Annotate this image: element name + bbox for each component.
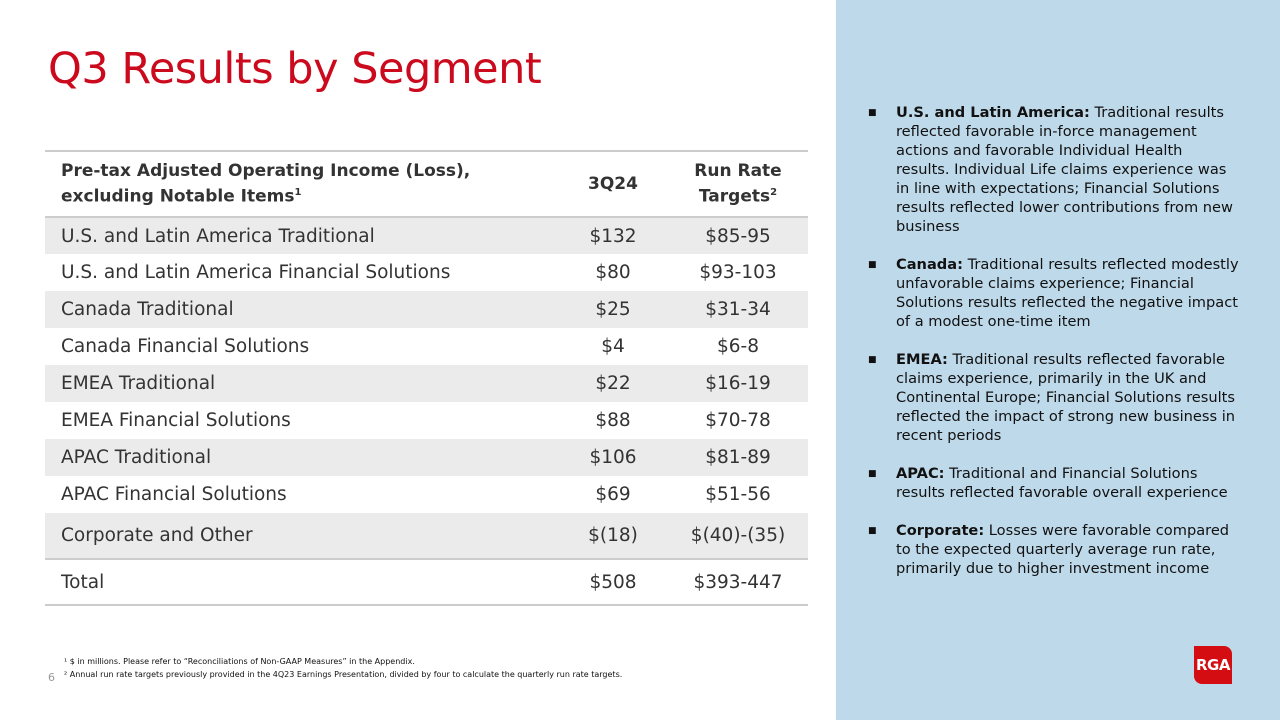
bullet-item: ■ APAC: Traditional and Financial Solutio… (868, 464, 1240, 502)
value-3q24: $80 (595, 262, 631, 283)
bullet-heading: U.S. and Latin America: (896, 104, 1090, 121)
page-number: 6 (48, 671, 55, 684)
bullet-heading: Corporate: (896, 522, 985, 539)
header-targets: Run Rate Targets2 (668, 150, 808, 218)
footnote-1: ¹ $ in millions. Please refer to “Reconc… (64, 657, 415, 666)
run-rate-target: $70-78 (705, 410, 771, 431)
header-line: excluding Notable Items (61, 186, 295, 207)
run-rate-target: $51-56 (705, 484, 771, 505)
value-3q24: $132 (558, 217, 668, 254)
commentary-panel (836, 0, 1280, 720)
segment-name: U.S. and Latin America Traditional (45, 217, 558, 254)
table-row: U.S. and Latin America Financial Solutio… (45, 254, 808, 291)
header-3q24: 3Q24 (558, 150, 668, 218)
bullet-heading: Canada: (896, 256, 963, 273)
bullet-body: Traditional results reflected favorable … (896, 104, 1233, 235)
value-3q24: $22 (558, 365, 668, 402)
table-row: Corporate and Other $(18) $(40)-(35) (45, 513, 808, 560)
segment-name: Canada Financial Solutions (61, 336, 310, 357)
table-row: APAC Traditional $106 $81-89 (45, 439, 808, 476)
segment-name: EMEA Traditional (45, 365, 558, 402)
bullet-text: U.S. and Latin America: Traditional resu… (896, 103, 1240, 236)
value-3q24: $106 (558, 439, 668, 476)
value-3q24: $(18) (558, 513, 668, 560)
run-rate-target: $(40)-(35) (668, 513, 808, 560)
table-row: Total $508 $393-447 (45, 559, 808, 606)
bullet-text: APAC: Traditional and Financial Solution… (896, 464, 1240, 502)
bullet-text: EMEA: Traditional results reflected favo… (896, 350, 1240, 445)
rga-logo: RGA (1194, 646, 1232, 684)
segment-name: U.S. and Latin America Financial Solutio… (61, 262, 451, 283)
header-line: Targets (698, 186, 771, 207)
bullet-icon: ■ (868, 260, 877, 270)
page-title: Q3 Results by Segment (48, 44, 542, 94)
header-metric: Pre-tax Adjusted Operating Income (Loss)… (45, 150, 558, 218)
table-row: APAC Financial Solutions $69 $51-56 (45, 476, 808, 513)
bullet-text: Corporate: Losses were favorable compare… (896, 521, 1240, 578)
segment-name: EMEA Financial Solutions (61, 410, 291, 431)
header-line: Pre-tax Adjusted Operating Income (Loss)… (61, 161, 471, 182)
table-header: Pre-tax Adjusted Operating Income (Loss)… (45, 150, 808, 218)
footnote-ref: 1 (294, 187, 302, 199)
segment-name: Corporate and Other (45, 513, 558, 560)
bullet-text: Canada: Traditional results reflected mo… (896, 255, 1240, 331)
run-rate-target: $31-34 (668, 291, 808, 328)
bullet-icon: ■ (868, 355, 877, 365)
table-row: EMEA Financial Solutions $88 $70-78 (45, 402, 808, 439)
table-row: EMEA Traditional $22 $16-19 (45, 365, 808, 402)
bullet-item: ■ Canada: Traditional results reflected m… (868, 255, 1240, 331)
value-3q24: $69 (595, 484, 631, 505)
bullet-item: ■ Corporate: Losses were favorable compar… (868, 521, 1240, 578)
run-rate-target: $81-89 (668, 439, 808, 476)
bullet-body: Traditional and Financial Solutions resu… (896, 465, 1228, 501)
bullet-icon: ■ (868, 469, 877, 479)
footnote-ref: 2 (770, 187, 778, 199)
run-rate-target: $16-19 (668, 365, 808, 402)
bullet-icon: ■ (868, 108, 877, 118)
bullet-body: Traditional results reflected modestly u… (896, 256, 1239, 330)
segment-name: APAC Financial Solutions (61, 484, 287, 505)
table-row: Canada Financial Solutions $4 $6-8 (45, 328, 808, 365)
segment-name: APAC Traditional (45, 439, 558, 476)
run-rate-target: $85-95 (668, 217, 808, 254)
run-rate-target: $6-8 (717, 336, 759, 357)
value-3q24: $4 (601, 336, 625, 357)
value-3q24: $25 (558, 291, 668, 328)
bullet-heading: EMEA: (896, 351, 948, 368)
footnote-2: ² Annual run rate targets previously pro… (64, 670, 623, 679)
value-3q24: $88 (595, 410, 631, 431)
bullet-body: Losses were favorable compared to the ex… (896, 522, 1230, 577)
bullet-item: ■ U.S. and Latin America: Traditional res… (868, 103, 1240, 236)
bullet-body: Traditional results reflected favorable … (896, 351, 1236, 444)
table-row: Canada Traditional $25 $31-34 (45, 291, 808, 328)
header-line: Run Rate (694, 161, 782, 182)
segment-results-table: Pre-tax Adjusted Operating Income (Loss)… (45, 150, 808, 606)
bullet-heading: APAC: (896, 465, 945, 482)
commentary-bullets: ■ U.S. and Latin America: Traditional res… (868, 103, 1240, 597)
run-rate-target: $393-447 (668, 559, 808, 606)
bullet-icon: ■ (868, 526, 877, 536)
segment-name: Total (45, 559, 558, 606)
value-3q24: $508 (558, 559, 668, 606)
segment-name: Canada Traditional (45, 291, 558, 328)
bullet-item: ■ EMEA: Traditional results reflected fav… (868, 350, 1240, 445)
table-row: U.S. and Latin America Traditional $132 $8… (45, 217, 808, 254)
run-rate-target: $93-103 (699, 262, 777, 283)
